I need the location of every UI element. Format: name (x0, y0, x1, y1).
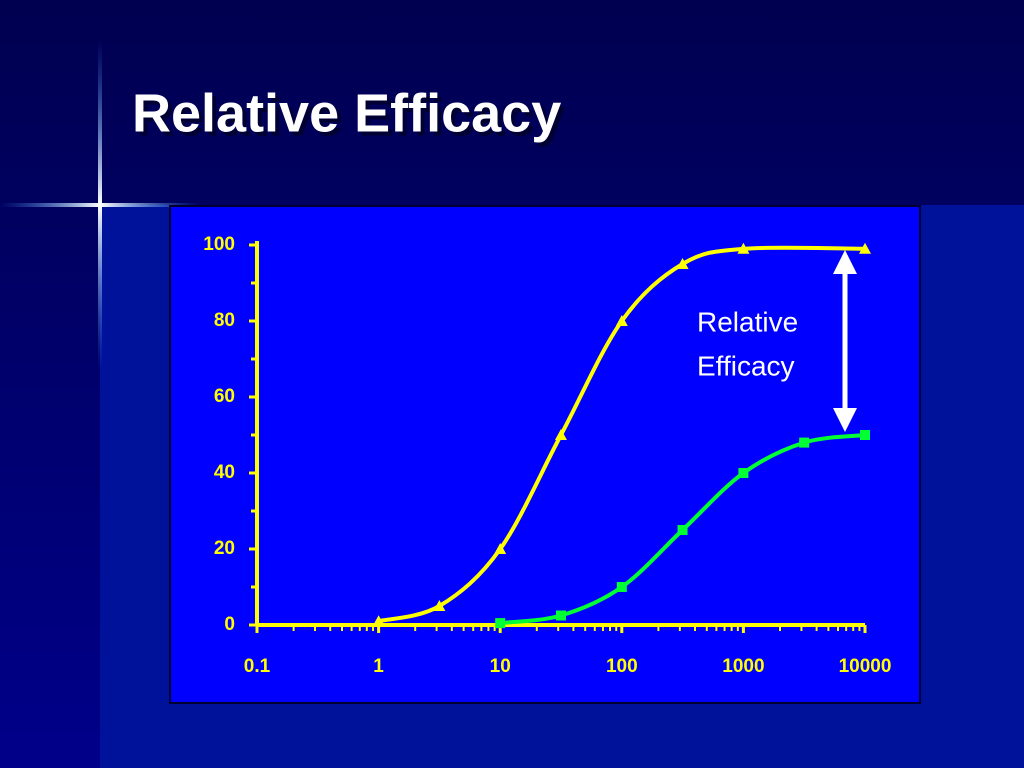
marker (555, 610, 566, 621)
marker (676, 258, 689, 269)
marker (615, 315, 628, 326)
y-tick-label: 60 (214, 386, 235, 407)
marker (737, 242, 750, 254)
x-tick-label: 1 (373, 656, 384, 677)
marker (860, 430, 870, 440)
marker (495, 618, 506, 629)
x-tick-label: 10 (490, 656, 511, 677)
flare (98, 40, 102, 370)
marker (859, 242, 871, 254)
marker (494, 543, 507, 554)
y-tick-label: 20 (214, 538, 235, 559)
y-tick-label: 0 (224, 614, 235, 635)
y-tick-label: 100 (203, 234, 235, 255)
x-tick-label: 0.1 (244, 656, 271, 677)
double-arrow (833, 250, 857, 432)
x-tick-label: 100 (606, 656, 638, 677)
annotation: Efficacy (697, 350, 795, 381)
marker (554, 429, 567, 440)
marker (799, 437, 810, 448)
title-shadow: Relative Efficacy (136, 87, 565, 147)
x-tick-label: 1000 (722, 656, 764, 677)
annotation: Relative (697, 306, 798, 337)
x-tick-label: 10000 (839, 656, 892, 677)
marker (616, 582, 627, 592)
marker (738, 468, 749, 478)
y-tick-label: 80 (214, 310, 235, 331)
plot-area (169, 205, 921, 704)
marker (433, 600, 446, 611)
y-tick-label: 40 (214, 462, 235, 483)
chart-title: Relative Efficacy (132, 83, 561, 143)
marker (372, 615, 385, 627)
marker (677, 525, 688, 535)
